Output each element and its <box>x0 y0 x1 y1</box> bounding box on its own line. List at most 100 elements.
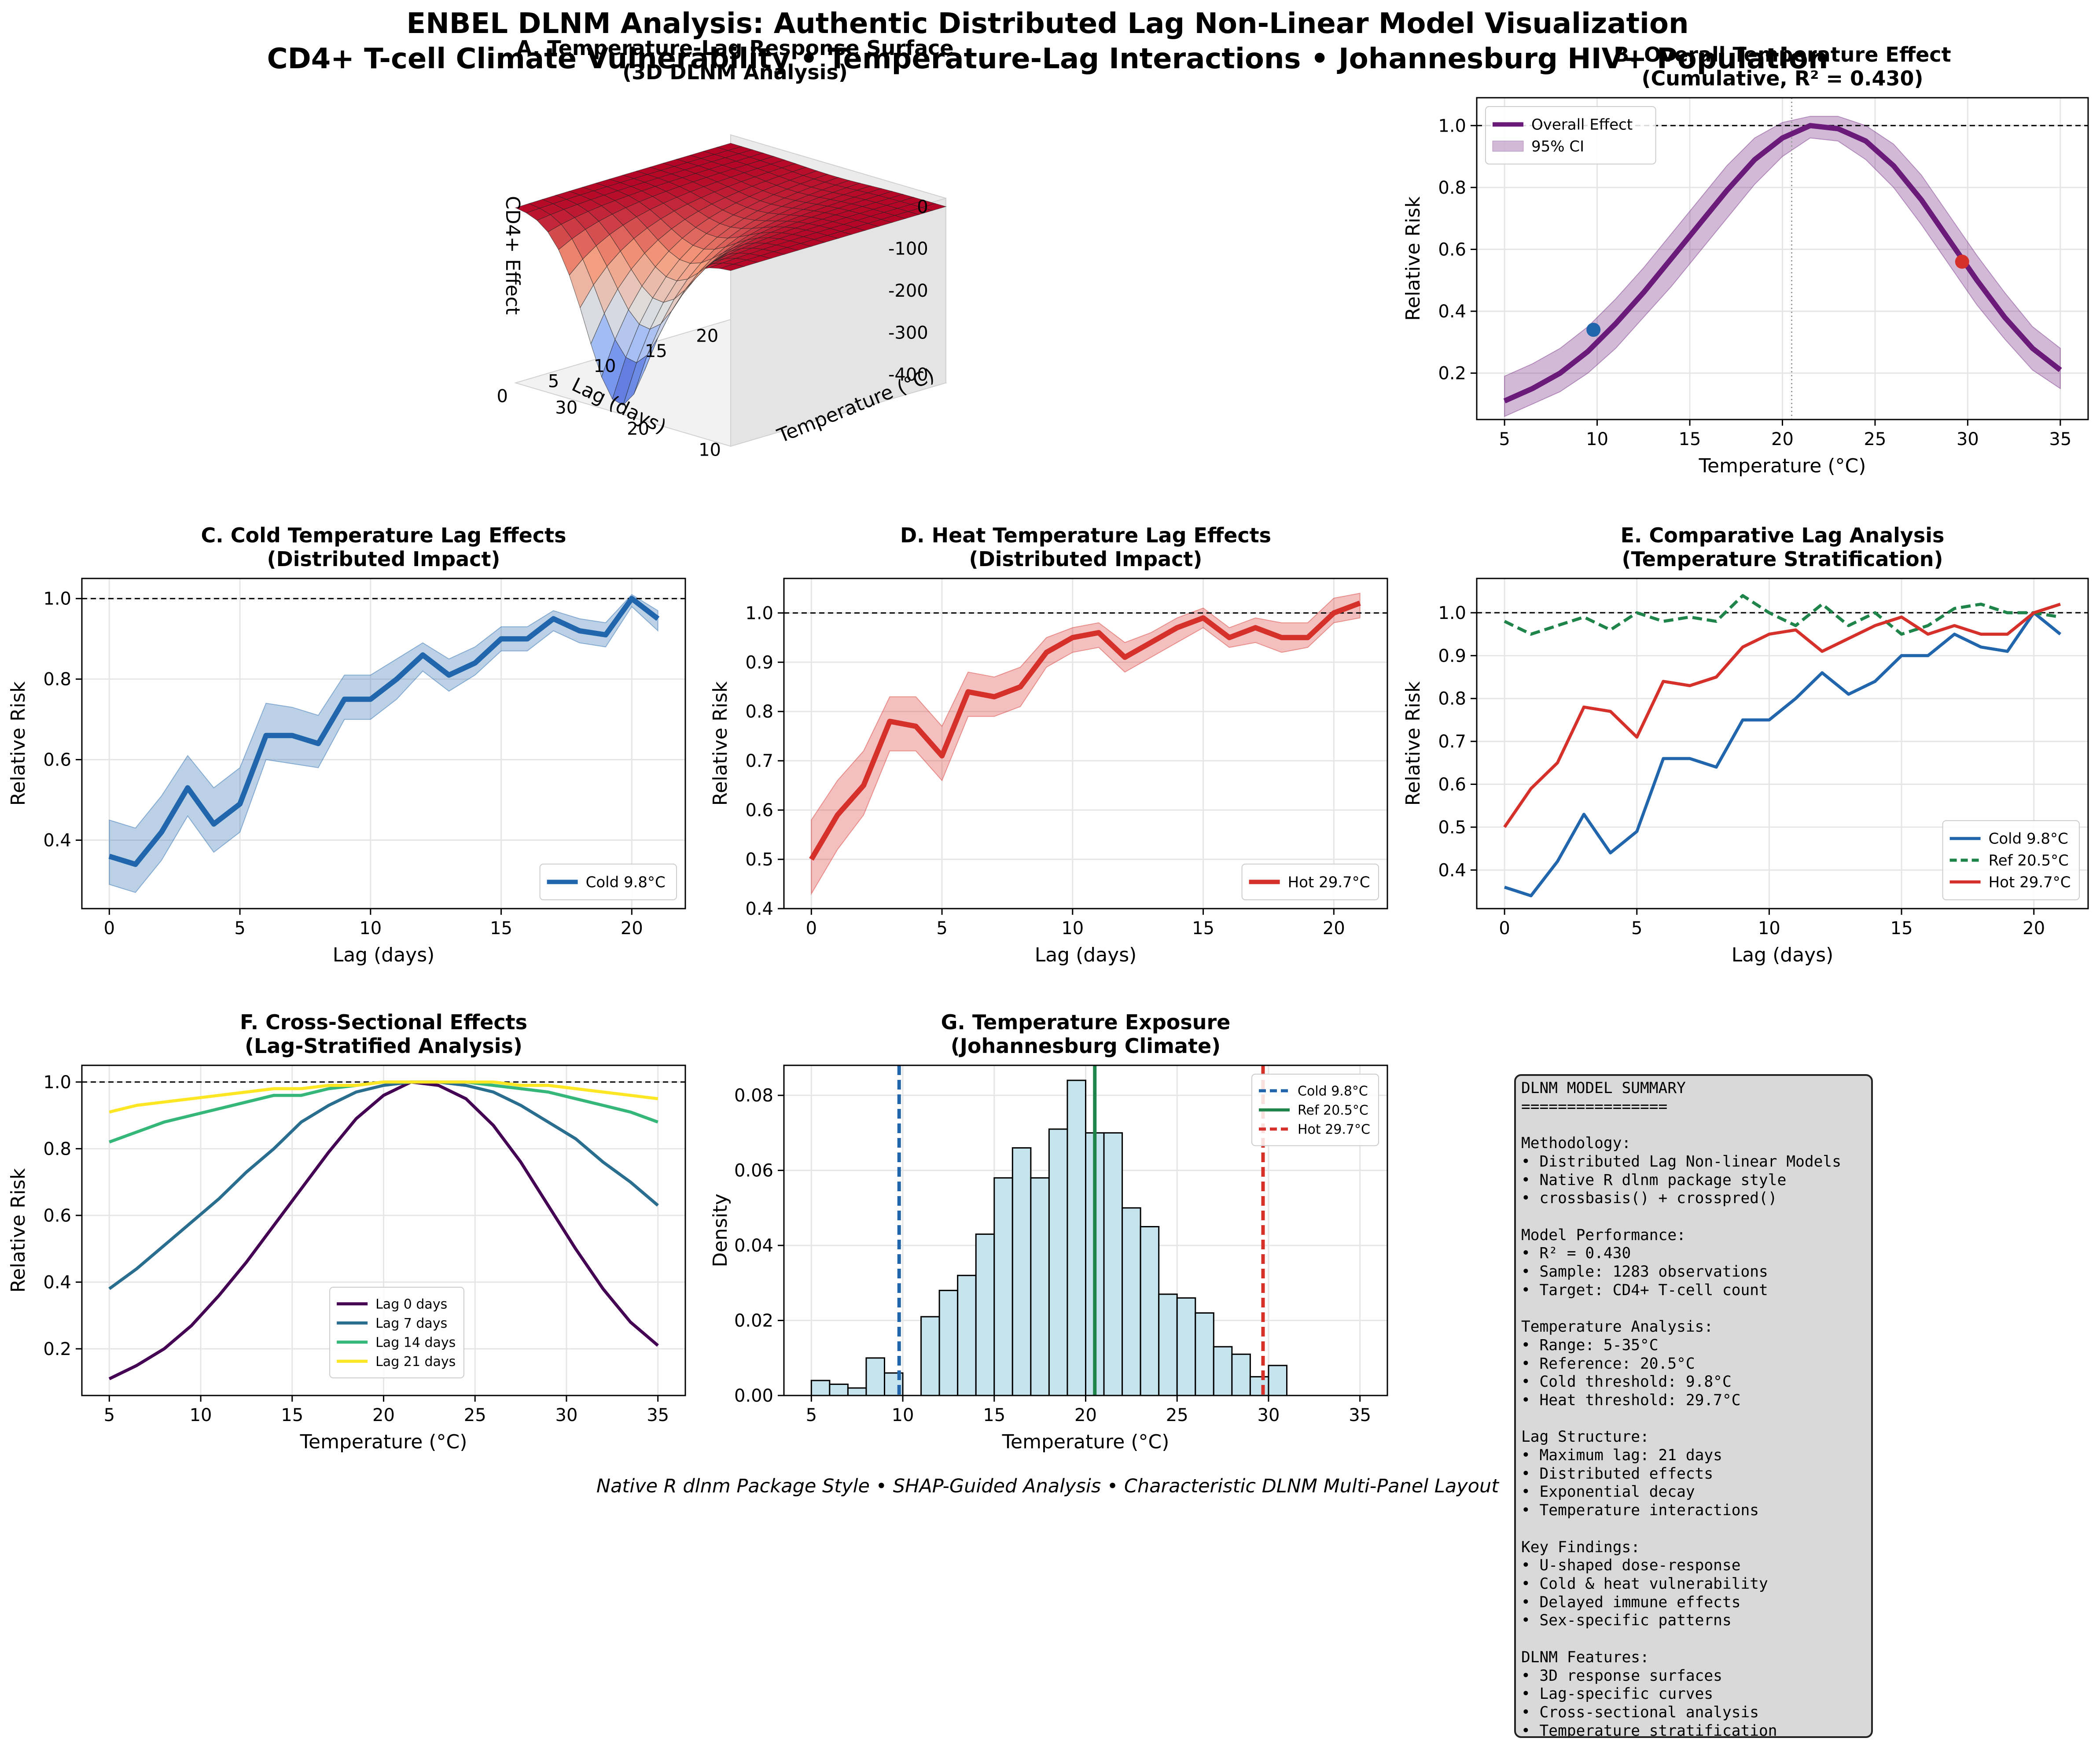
x-tick-label: 10 <box>359 918 382 939</box>
x-tick-label: 20 <box>621 918 643 939</box>
z-tick-label: -400 <box>888 365 928 385</box>
y-tick-label: 0.08 <box>734 1086 773 1106</box>
y-tick-label: 0.6 <box>1438 239 1466 260</box>
y-tick-label: 0.5 <box>745 850 773 870</box>
legend-label: Hot 29.7°C <box>1298 1122 1370 1137</box>
y-tick-label: 10 <box>594 356 616 376</box>
y-tick-label: 0.02 <box>734 1311 773 1331</box>
y-tick-label: 0.9 <box>745 652 773 673</box>
y-tick-label: 0.4 <box>43 831 71 851</box>
panel-c: C. Cold Temperature Lag Effects(Distribu… <box>7 523 686 966</box>
legend-label: Ref 20.5°C <box>1989 852 2069 869</box>
legend-label: Lag 7 days <box>375 1316 447 1331</box>
legend-frame <box>329 1287 464 1378</box>
y-tick-label: 0.8 <box>43 1139 71 1159</box>
panel-title: A. Temperature-Lag Response Surface <box>516 36 953 60</box>
series-line <box>108 1080 659 1290</box>
panel-b: B. Overall Temperature Effect(Cumulative… <box>1402 43 2089 477</box>
histogram-bar <box>1176 1297 1196 1396</box>
series-line-heat <box>1503 603 2061 828</box>
y-tick-label: 0.4 <box>1438 302 1466 322</box>
y-tick-label: 0.6 <box>43 750 71 770</box>
axes-frame <box>1476 97 2089 420</box>
x-tick-label: 20 <box>372 1405 395 1425</box>
panel-e: E. Comparative Lag Analysis(Temperature … <box>1402 523 2089 966</box>
x-tick-label: 15 <box>1192 918 1214 939</box>
z-tick-label: -200 <box>888 281 928 301</box>
y-tick-label: 0.7 <box>745 751 773 771</box>
y-tick-label: 0.2 <box>1438 364 1466 384</box>
legend-label: Lag 0 days <box>375 1296 447 1312</box>
plot-area <box>784 593 1387 896</box>
x-tick-label: 20 <box>1323 918 1345 939</box>
x-tick-label: 5 <box>936 918 947 939</box>
histogram-bar <box>920 1316 940 1396</box>
y-axis-label: Relative Risk <box>1402 681 1424 806</box>
histogram-bar <box>1195 1312 1214 1396</box>
legend-label: Ref 20.5°C <box>1298 1103 1368 1118</box>
histogram-bar <box>810 1380 831 1396</box>
axes-frame <box>783 1064 1388 1396</box>
y-tick-label: 0.9 <box>1438 646 1466 666</box>
panel-d: D. Heat Temperature Lag Effects(Distribu… <box>709 523 1388 966</box>
x-tick-label: 25 <box>1864 429 1887 449</box>
y-tick-label: 1.0 <box>1438 603 1466 623</box>
x-axis-label: Lag (days) <box>1732 944 1834 966</box>
y-tick-label: 0.7 <box>1438 732 1466 752</box>
legend: Cold 9.8°C Ref 20.5°C Hot 29.7°C <box>1251 1074 1379 1146</box>
panel-g: G. Temperature Exposure(Johannesburg Cli… <box>709 1010 1388 1453</box>
x-tick-label: 10 <box>190 1405 212 1425</box>
y-tick-label: 0.6 <box>745 800 773 821</box>
y-tick-label: 0.06 <box>734 1161 773 1181</box>
histogram-bar <box>1103 1132 1123 1396</box>
z-tick-label: -100 <box>888 239 928 259</box>
panel-title: C. Cold Temperature Lag Effects <box>201 523 566 547</box>
x-tick-label: 15 <box>1890 918 1913 939</box>
series-line <box>108 1080 659 1381</box>
histogram-bar <box>993 1177 1013 1396</box>
y-tick-label: 1.0 <box>43 589 71 609</box>
plot-area <box>82 594 685 893</box>
x-tick-label: 20 <box>1074 1405 1097 1425</box>
x-tick-label: 10 <box>699 440 721 460</box>
legend: Cold 9.8°C <box>539 863 677 900</box>
figure-title-line1: ENBEL DLNM Analysis: Authentic Distribut… <box>407 7 1689 40</box>
x-tick-label: 15 <box>1679 429 1701 449</box>
y-tick-label: 5 <box>548 371 559 391</box>
series-line-cold <box>1504 611 2062 898</box>
x-tick-label: 35 <box>647 1405 669 1425</box>
y-tick-label: 0.4 <box>43 1272 71 1292</box>
legend: Cold 9.8°C Ref 20.5°C Hot 29.7°C <box>1942 820 2080 900</box>
axes-frame <box>81 1064 686 1396</box>
y-axis-label: Relative Risk <box>7 681 29 806</box>
plot-area <box>82 1080 685 1381</box>
axes-frame <box>783 578 1388 909</box>
x-axis-label: Lag (days) <box>1035 944 1137 966</box>
y-tick-label: 1.0 <box>1438 116 1466 136</box>
z-tick-label: 0 <box>917 197 928 217</box>
axes-frame <box>81 578 686 909</box>
y-axis-label: Relative Risk <box>709 681 732 806</box>
panel-subtitle: (Lag-Stratified Analysis) <box>245 1034 522 1058</box>
x-tick-label: 15 <box>983 1405 1005 1425</box>
x-tick-label: 35 <box>2049 429 2071 449</box>
legend-frame <box>1485 106 1656 165</box>
y-tick-label: 0.2 <box>43 1339 71 1359</box>
histogram-bar <box>1268 1365 1288 1396</box>
histogram-bar <box>1048 1128 1068 1396</box>
figure-title-line2: CD4+ T-cell Climate Vulnerability • Temp… <box>267 43 1828 75</box>
series-line-overall <box>1503 123 2062 404</box>
x-tick-label: 10 <box>1586 429 1608 449</box>
x-tick-label: 15 <box>490 918 512 939</box>
x-axis-label: Temperature (°C) <box>1002 1431 1170 1453</box>
histogram-bar <box>957 1274 977 1396</box>
x-tick-label: 5 <box>806 1405 817 1425</box>
panel-title: E. Comparative Lag Analysis <box>1621 523 1945 547</box>
z-axis-label: CD4+ Effect <box>501 196 524 315</box>
panel-title: G. Temperature Exposure <box>941 1010 1231 1034</box>
x-tick-label: 30 <box>555 398 577 418</box>
legend-swatch <box>1492 140 1524 152</box>
histogram-bar <box>1067 1079 1087 1396</box>
y-tick-label: 0.00 <box>734 1386 773 1406</box>
threshold-point <box>1955 254 1969 269</box>
